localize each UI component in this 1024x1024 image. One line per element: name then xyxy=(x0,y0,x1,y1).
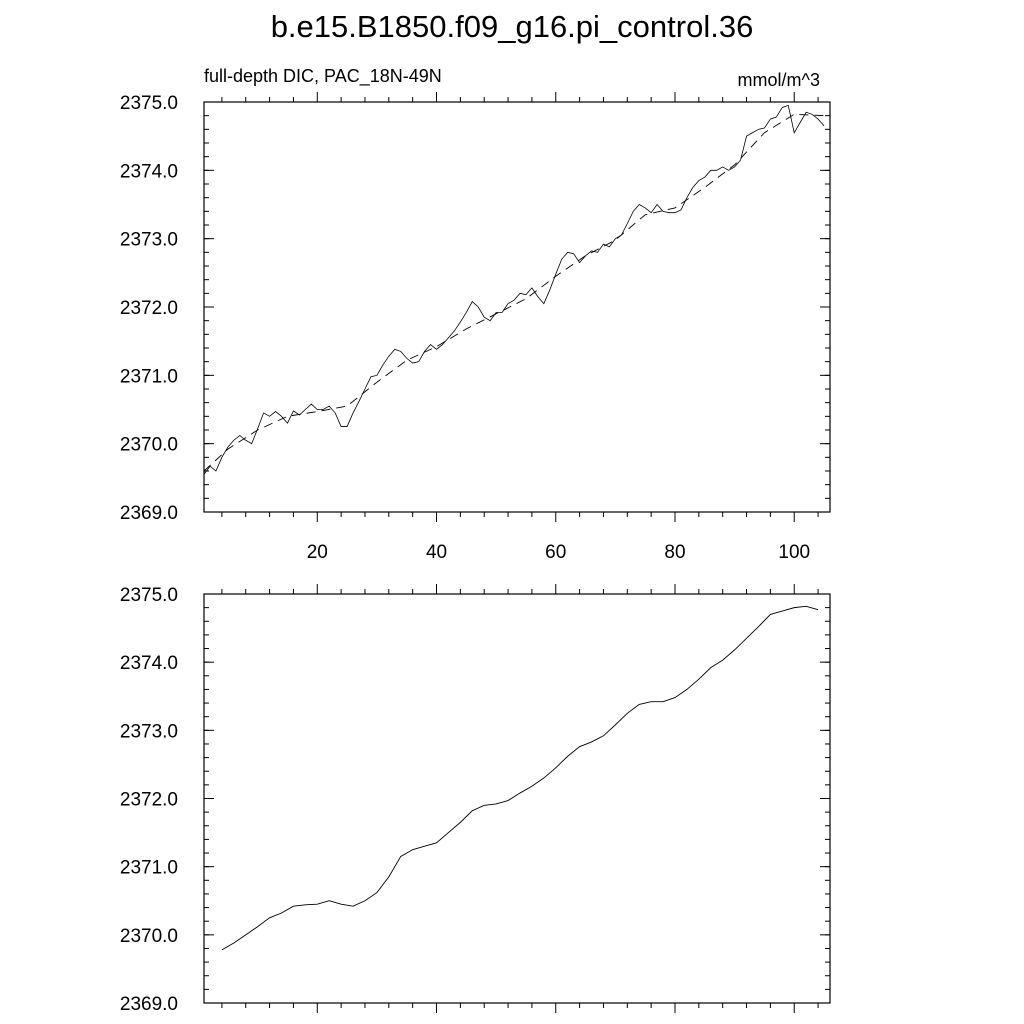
panel2-ytick-label: 2369.0 xyxy=(120,994,178,1015)
panel1-ytick-label: 2375.0 xyxy=(120,93,178,114)
panel1-ytick-label: 2370.0 xyxy=(120,435,178,456)
panel2-ytick-label: 2370.0 xyxy=(120,926,178,947)
panel1-subtitle: full-depth DIC, PAC_18N-49N xyxy=(204,66,442,87)
figure-title: b.e15.B1850.f09_g16.pi_control.36 xyxy=(271,9,754,44)
panel1-plot: 2369.0 2370.0 2371.0 2372.0 2373.0 2374.0 2375… xyxy=(120,92,831,563)
panel2-ytick-label: 2374.0 xyxy=(120,653,178,674)
panel2-ytick-label: 2373.0 xyxy=(120,721,178,742)
panel1-xtick-label: 40 xyxy=(426,542,447,563)
panel1-ytick-label: 2372.0 xyxy=(120,298,178,319)
panel1-ytick-label: 2374.0 xyxy=(120,161,178,182)
panel2-ytick-label: 2375.0 xyxy=(120,585,178,606)
panel1-xtick-label: 100 xyxy=(778,542,810,563)
panel1-xtick-label: 20 xyxy=(307,542,328,563)
panel2-frame xyxy=(203,593,831,1004)
panel1-ytick-label: 2369.0 xyxy=(120,503,178,524)
panel1-units: mmol/m^3 xyxy=(738,70,820,90)
panel1-xtick-label: 60 xyxy=(545,542,566,563)
panel1-series-line xyxy=(203,104,825,475)
panel2-ytick-label: 2371.0 xyxy=(120,858,178,879)
panel1-trend-line xyxy=(203,113,825,472)
panel2-ytick-label: 2372.0 xyxy=(120,790,178,811)
panel1-ytick-label: 2373.0 xyxy=(120,230,178,251)
panel1-ytick-label: 2371.0 xyxy=(120,366,178,387)
panel2-series-line xyxy=(221,605,819,951)
panel1-xtick-label: 80 xyxy=(664,542,685,563)
panel2-plot: 2369.0 2370.0 2371.0 2372.0 2373.0 2374.0 2375… xyxy=(120,584,831,1015)
